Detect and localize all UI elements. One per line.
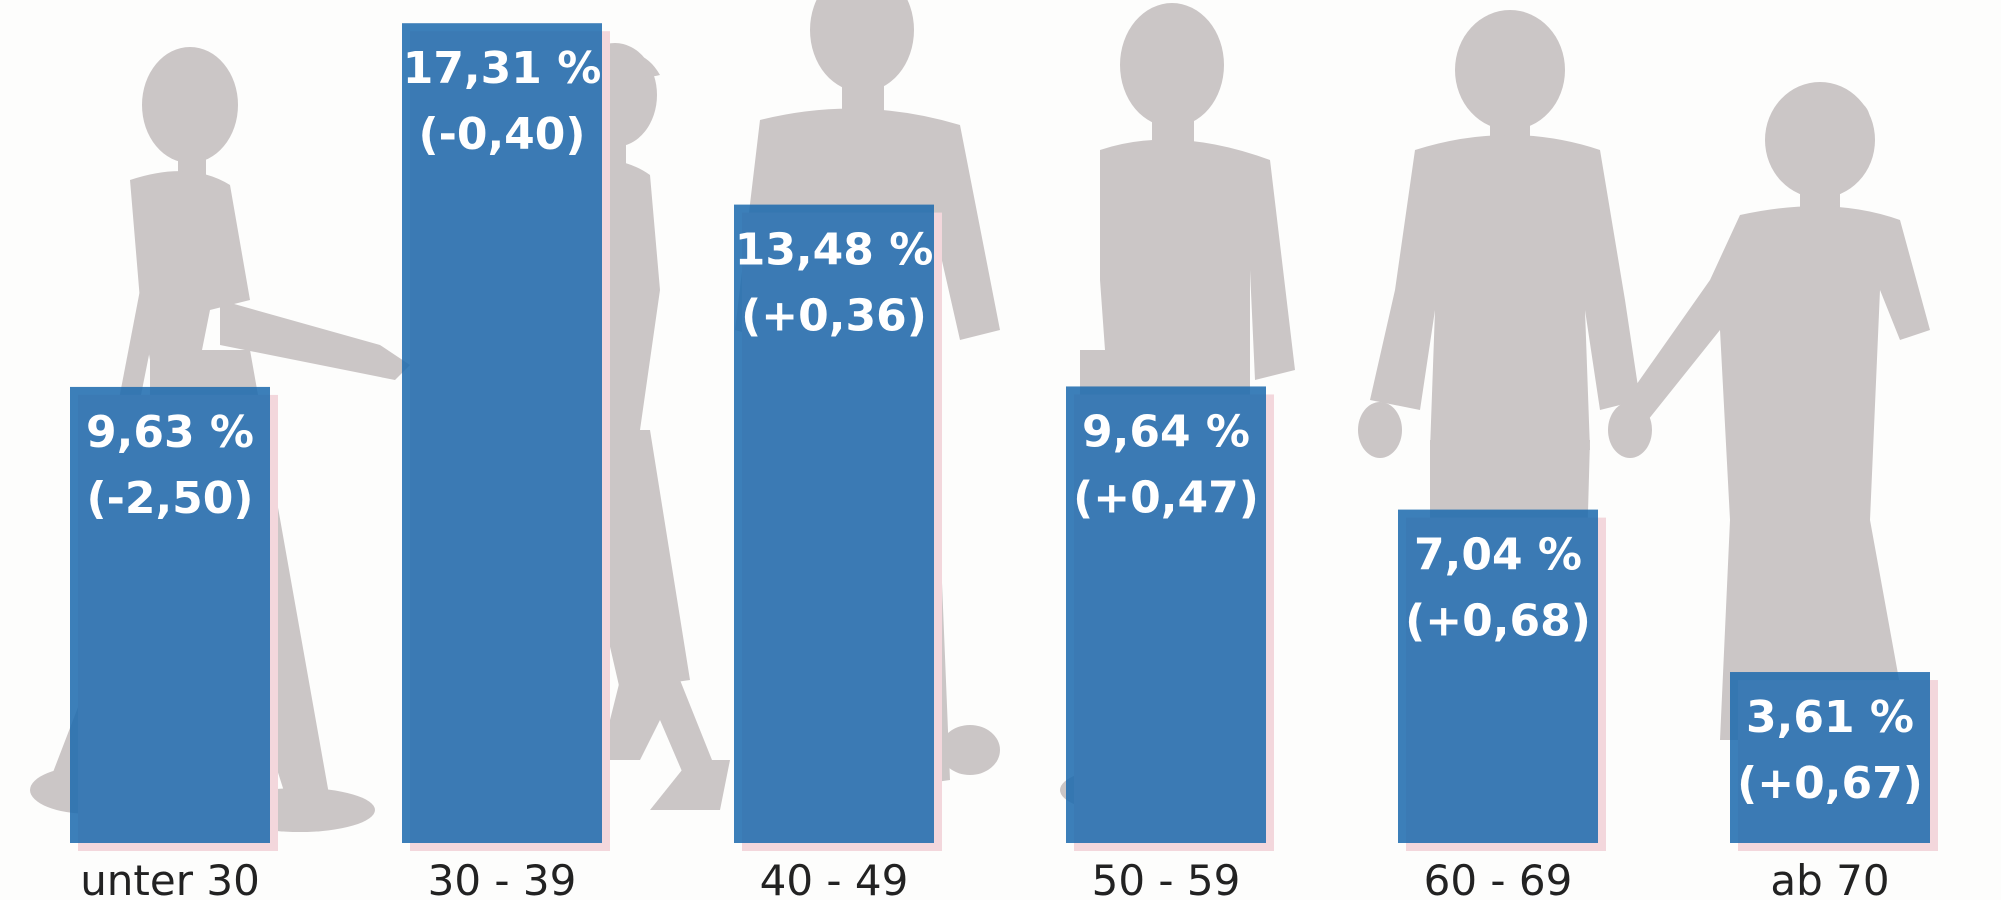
x-tick-label: 40 - 49 [760, 856, 909, 900]
bar [734, 204, 934, 843]
silhouettes-layer [30, 0, 1930, 832]
bar-change-label: (+0,36) [741, 291, 927, 342]
x-tick-label: unter 30 [80, 856, 260, 900]
x-tick-label: 50 - 59 [1092, 856, 1241, 900]
bar [70, 386, 270, 843]
value-labels-layer: 9,63 % (-2,50) 17,31 % (-0,40) 13,48 % (+0,36… [86, 43, 1923, 809]
bar [1066, 386, 1266, 843]
x-tick-label: 30 - 39 [428, 856, 577, 900]
bar [1398, 509, 1598, 843]
bars-layer [70, 23, 1938, 852]
bar [402, 23, 602, 844]
bar-value-label: 9,63 % [86, 407, 254, 458]
bar-change-label: (+0,67) [1737, 758, 1923, 809]
bar-change-label: (+0,47) [1073, 472, 1259, 523]
bar-value-label: 7,04 % [1414, 530, 1582, 581]
bar-change-label: (-0,40) [418, 109, 585, 160]
bar-value-label: 13,48 % [735, 225, 934, 276]
x-axis-tick-labels: unter 30 30 - 39 40 - 49 50 - 59 60 - 69 ab 7… [80, 856, 1889, 900]
bar-change-label: (-2,50) [86, 473, 253, 524]
bar-change-label: (+0,68) [1405, 596, 1591, 647]
bar-value-label: 9,64 % [1082, 406, 1250, 457]
bar-value-label: 17,31 % [403, 43, 602, 94]
x-tick-label: 60 - 69 [1424, 856, 1573, 900]
bar [1730, 672, 1930, 843]
bar-value-label: 3,61 % [1746, 692, 1914, 743]
x-tick-label: ab 70 [1770, 856, 1889, 900]
